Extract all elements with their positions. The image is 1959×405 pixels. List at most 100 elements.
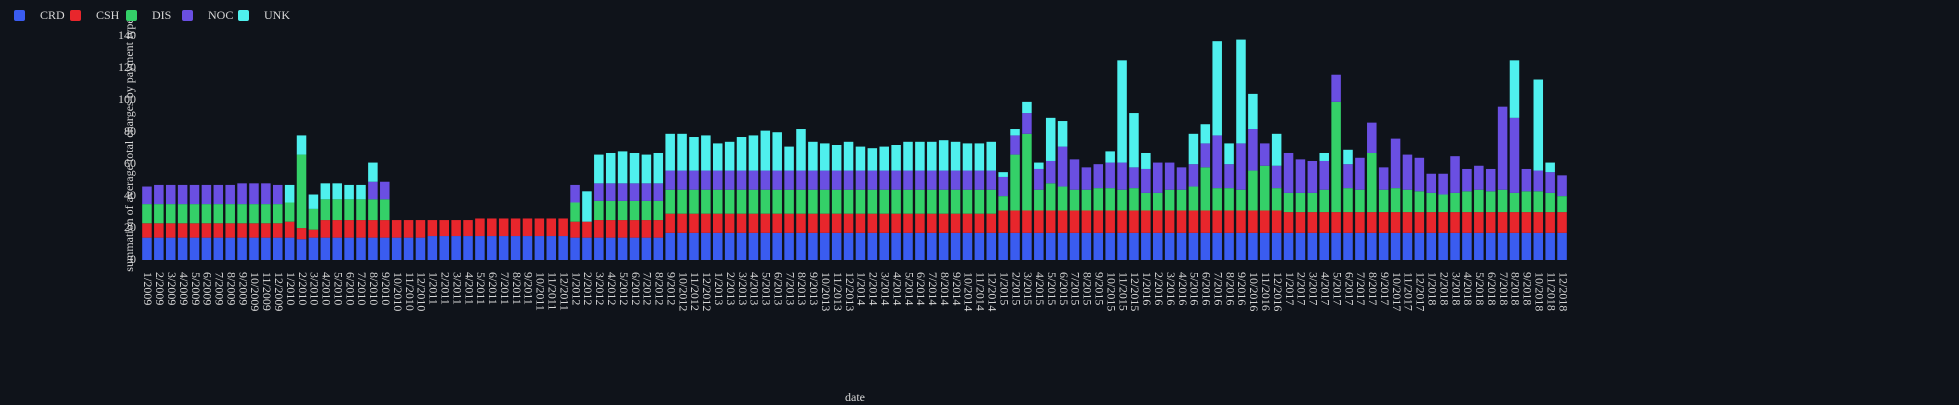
bar-segment	[570, 184, 580, 203]
bar-segment	[712, 170, 723, 190]
x-tick-label: 3/2016	[1164, 272, 1178, 305]
bar-segment	[689, 213, 699, 233]
bar-segment	[1367, 122, 1377, 153]
bar-segment	[950, 170, 961, 190]
bar-segment	[1283, 212, 1294, 233]
x-tick-label: 2/2014	[867, 272, 881, 305]
bar-segment	[1188, 133, 1199, 165]
bar-segment	[796, 170, 806, 190]
x-tick-label: 8/2018	[1509, 272, 1523, 305]
bar-segment	[701, 189, 711, 214]
bar-segment	[772, 170, 782, 190]
bar-segment	[415, 220, 426, 238]
bar-segment	[641, 154, 652, 184]
bar-segment	[308, 237, 319, 260]
bar-segment	[1105, 232, 1115, 260]
bar-segment	[605, 152, 616, 184]
bar-segment	[1521, 232, 1532, 260]
x-tick-label: 2/2015	[1009, 272, 1023, 305]
bar-segment	[582, 191, 592, 222]
bar-segment	[1367, 212, 1377, 233]
bar-segment	[344, 199, 354, 221]
bar-segment	[463, 220, 473, 237]
x-tick-label: 11/2010	[403, 272, 417, 311]
bar-segment	[165, 184, 176, 205]
bar-segment	[1414, 212, 1425, 233]
x-tick-label: 1/2015	[997, 272, 1011, 305]
bar-segment	[950, 189, 961, 214]
bar-segment	[1509, 117, 1520, 193]
bar-segment	[475, 218, 485, 237]
bar-segment	[1164, 162, 1175, 190]
bar-segment	[1474, 232, 1484, 260]
bar-segment	[1236, 189, 1246, 211]
bar-segment	[272, 204, 283, 224]
bar-segment	[986, 189, 997, 214]
bar-segment	[332, 183, 342, 200]
bar-segment	[1355, 189, 1365, 213]
bar-segment	[879, 170, 889, 190]
bar-segment	[665, 170, 675, 190]
bar-segment	[855, 213, 866, 233]
bar-segment	[427, 236, 438, 260]
bar-segment	[249, 204, 259, 224]
x-tick-label: 9/2009	[236, 272, 250, 305]
bar-segment	[1034, 210, 1044, 233]
bar-segment	[177, 184, 188, 205]
bar-segment	[1378, 232, 1389, 260]
bar-segment	[475, 236, 485, 260]
bar-segment	[736, 137, 747, 171]
legend-label: CRD	[40, 8, 65, 22]
bar-segment	[439, 236, 449, 260]
bar-segment	[1069, 210, 1080, 233]
bar-segment	[1176, 189, 1187, 211]
bar-segment	[189, 184, 200, 205]
x-tick-label: 2/2017	[1295, 272, 1309, 305]
bar-segment	[154, 204, 164, 224]
bar-segment	[677, 133, 687, 171]
bar-segment	[867, 170, 878, 190]
bar-segment	[1485, 212, 1496, 233]
bar-segment	[332, 237, 342, 260]
bar-segment	[1022, 210, 1032, 233]
bar-segment	[1188, 186, 1199, 211]
bar-segment	[1271, 188, 1282, 211]
bar-segment	[1307, 212, 1318, 233]
legend-swatch	[70, 10, 81, 21]
bar-segment	[1212, 232, 1222, 260]
bar-segment	[1355, 212, 1365, 233]
bar-segment	[534, 218, 545, 237]
bar-segment	[1462, 191, 1472, 213]
bar-segment	[1141, 192, 1151, 211]
bar-segment	[1533, 79, 1544, 171]
bar-segment	[1462, 232, 1472, 260]
bar-segment	[356, 237, 366, 260]
bar-segment	[808, 189, 818, 214]
x-tick-label: 3/2014	[878, 272, 892, 305]
bar-segment	[1497, 106, 1508, 190]
bar-segment	[950, 141, 961, 171]
bar-segment	[653, 200, 664, 221]
bar-segment	[320, 237, 331, 260]
bar-segment	[1367, 232, 1377, 260]
bar-segment	[1176, 232, 1187, 260]
x-tick-label: 8/2016	[1223, 272, 1237, 305]
bar-segment	[1283, 152, 1294, 193]
bar-segment	[748, 170, 759, 190]
bar-segment	[665, 232, 675, 260]
bar-segment	[201, 184, 212, 205]
bar-segment	[927, 213, 937, 233]
bar-segment	[1093, 164, 1104, 189]
bar-segment	[1034, 232, 1044, 260]
bar-segment	[1129, 232, 1139, 260]
x-tick-label: 11/2017	[1402, 272, 1416, 311]
bar-segment	[272, 184, 283, 205]
bar-segment	[998, 176, 1008, 197]
bar-segment	[154, 223, 164, 238]
bar-segment	[368, 220, 378, 238]
bar-segment	[974, 213, 985, 233]
bar-segment	[1295, 232, 1306, 260]
bar-segment	[1141, 152, 1151, 169]
bar-segment	[820, 213, 830, 233]
bar-segment	[1533, 170, 1544, 192]
